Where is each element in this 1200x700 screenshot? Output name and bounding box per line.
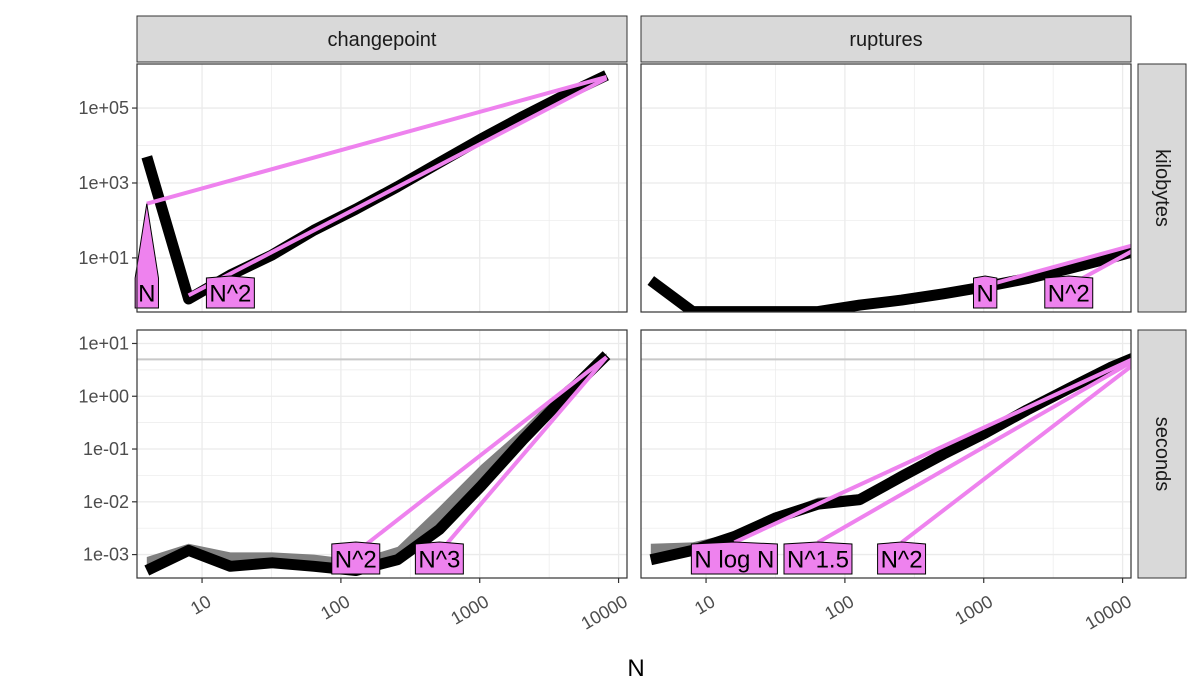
column-strip-label: ruptures	[849, 29, 922, 51]
reference-label-text: N	[138, 281, 155, 308]
reference-label-box	[414, 541, 464, 575]
y-tick-label: 1e-02	[83, 492, 129, 512]
reference-line	[187, 76, 608, 298]
reference-label: N	[134, 203, 159, 309]
panel-ruptures-seconds: N log N N^1.5 N^2	[640, 329, 1132, 579]
y-tick-label: 1e+05	[78, 98, 129, 118]
reference-label-box	[783, 541, 853, 575]
x-tick-label: 1000	[951, 591, 996, 628]
y-tick-label: 1e+00	[78, 386, 129, 406]
panel-border	[136, 329, 628, 579]
reference-label-box	[690, 541, 778, 575]
reference-label-box	[1044, 275, 1094, 309]
y-tick-label: 1e-01	[83, 439, 129, 459]
panel-ruptures-kilobytes: N N^2	[640, 63, 1132, 313]
reference-label-box	[972, 275, 998, 309]
column-strip-label: changepoint	[328, 29, 437, 51]
x-tick-label: 10	[691, 591, 718, 618]
x-tick-label: 10	[187, 591, 214, 618]
plot-area	[649, 353, 1131, 566]
column-strip	[136, 15, 628, 63]
panel-border	[640, 63, 1132, 313]
reference-line	[984, 243, 1131, 288]
reference-line	[146, 74, 608, 206]
reference-label-text: N^2	[1048, 281, 1090, 308]
reference-label: N^2	[1044, 275, 1094, 309]
row-strip-label: seconds	[1151, 417, 1173, 492]
reference-label: N	[972, 275, 998, 309]
y-tick-label: 1e+03	[78, 173, 129, 193]
reference-line	[733, 357, 1131, 545]
reference-label-text: N^3	[418, 547, 460, 574]
reference-line	[354, 355, 608, 554]
row-strip	[1137, 329, 1187, 579]
reference-label: N^2	[331, 541, 381, 575]
panel-border	[640, 329, 1132, 579]
reference-label: N^2	[877, 541, 927, 575]
reference-label-text: N^2	[335, 547, 377, 574]
facet-panels: N N^2 N N^2 N^2 N^3 N log N N^1.5 N^2	[134, 63, 1132, 579]
reference-label: N^1.5	[783, 541, 853, 575]
reference-label-box	[134, 203, 159, 309]
x-tick-label: 10000	[1082, 591, 1135, 633]
reference-label-box	[205, 275, 255, 309]
reference-label: N log N	[690, 541, 778, 575]
panel-changepoint-kilobytes: N N^2	[134, 63, 628, 313]
panel-background	[137, 330, 627, 578]
reference-label: N^3	[414, 541, 464, 575]
y-tick-label: 1e+01	[78, 248, 129, 268]
reference-label-box	[877, 541, 927, 575]
row-strip	[1137, 63, 1187, 313]
y-tick-label: 1e-03	[83, 545, 129, 565]
reference-label-text: N	[976, 281, 993, 308]
x-axis-title: N	[627, 655, 644, 682]
y-tick-label: 1e+01	[78, 333, 129, 353]
reference-label-box	[331, 541, 381, 575]
reference-label-text: N^2	[209, 281, 251, 308]
column-strip	[640, 15, 1132, 63]
row-strip-label: kilobytes	[1151, 149, 1173, 227]
reference-label-text: N log N	[694, 547, 774, 574]
x-tick-label: 100	[821, 591, 857, 623]
reference-line	[817, 360, 1131, 545]
reference-label-text: N^2	[881, 547, 923, 574]
reference-label: N^2	[205, 275, 255, 309]
reference-label-text: N^1.5	[787, 547, 849, 574]
x-tick-label: 100	[317, 591, 353, 623]
reference-line	[437, 355, 609, 554]
panel-border	[136, 63, 628, 313]
reference-line	[900, 363, 1131, 544]
x-tick-label: 1000	[447, 591, 492, 628]
facet-strips: changepoint ruptures kilobytes seconds	[136, 15, 1187, 579]
x-tick-label: 10000	[578, 591, 631, 633]
panel-changepoint-seconds: N^2 N^3	[136, 329, 628, 579]
